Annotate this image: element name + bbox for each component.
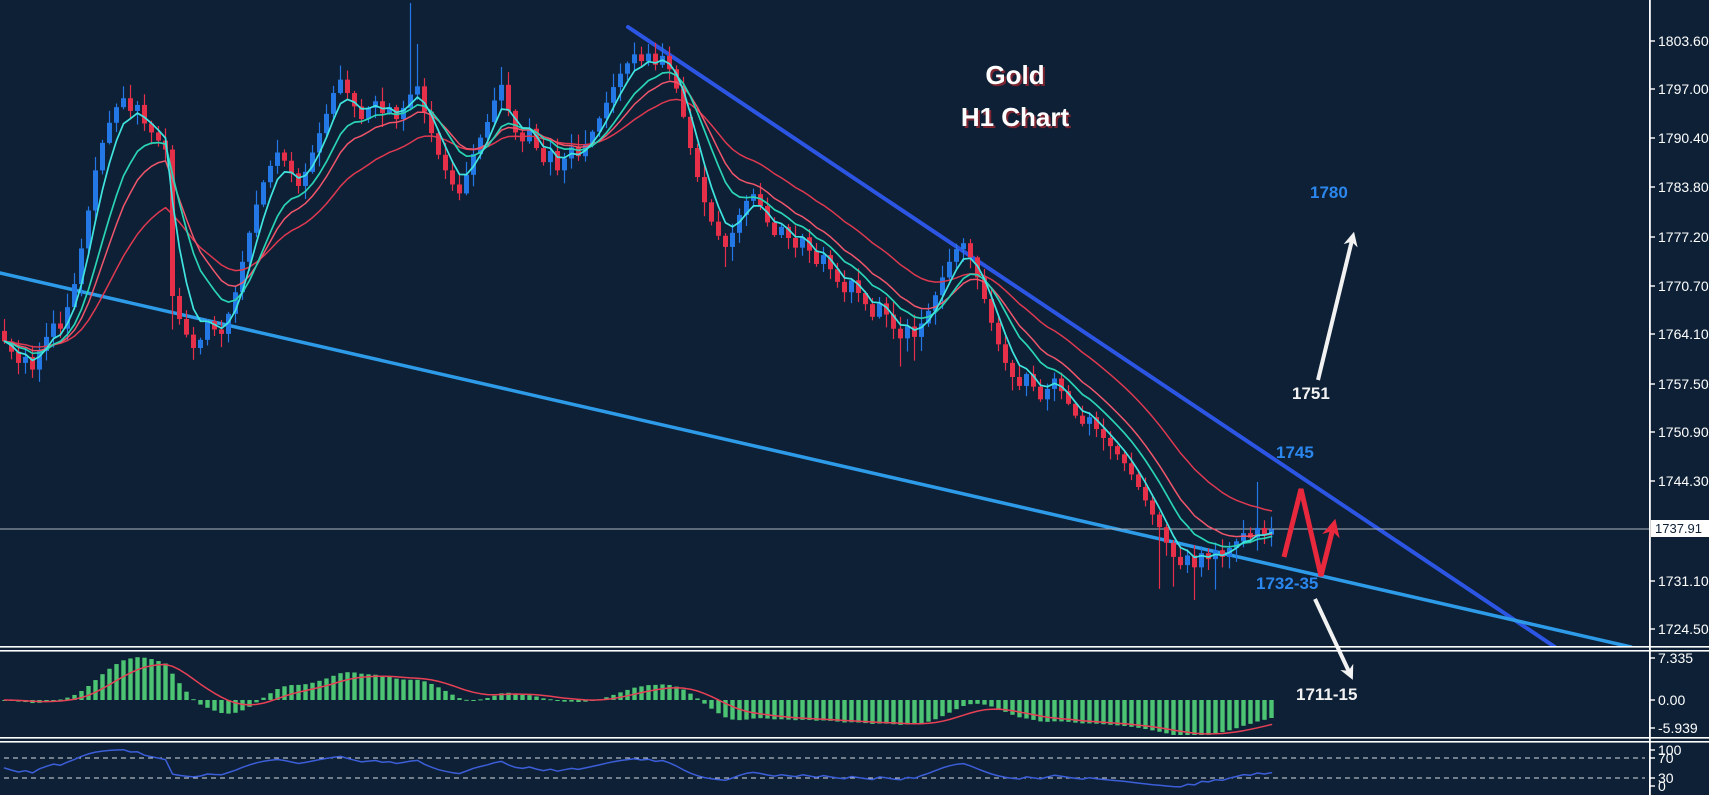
moving-average-13 (3, 80, 1273, 538)
macd-axis-label: -5.939 (1658, 720, 1698, 736)
price-axis-border (1649, 0, 1651, 795)
candlestick-series (2, 3, 1274, 601)
main-macd-separator[interactable] (0, 646, 1709, 648)
main-price-panel[interactable] (0, 3, 1649, 647)
lower-support-trendline[interactable] (0, 271, 1633, 647)
rsi-axis-label: 0 (1658, 778, 1666, 794)
price-axis-label: 1764.10 (1658, 326, 1709, 342)
rsi-axis-label: 70 (1658, 750, 1674, 766)
level-label-1751[interactable]: 1751 (1292, 384, 1330, 403)
price-axis-label: 1783.80 (1658, 179, 1709, 195)
price-axis-label: 1757.50 (1658, 376, 1709, 392)
price-axis-label: 1777.20 (1658, 229, 1709, 245)
level-label-1711-15[interactable]: 1711-15 (1296, 685, 1358, 704)
main-macd-separator-2[interactable] (0, 650, 1709, 652)
macd-axis-label: 7.335 (1658, 650, 1693, 666)
price-axis-label: 1731.10 (1658, 573, 1709, 589)
chart-subtitle: H1 Chart (960, 102, 1070, 132)
moving-average-9 (3, 71, 1273, 548)
red-zigzag-projection[interactable] (1281, 488, 1340, 577)
price-axis-label: 1724.50 (1658, 621, 1709, 637)
price-axis-label: 1803.60 (1658, 33, 1709, 49)
chart-title: Gold (985, 60, 1045, 90)
moving-average-25 (3, 98, 1273, 512)
current-price-tag: 1737.91 (1651, 520, 1709, 537)
level-label-1745[interactable]: 1745 (1276, 443, 1314, 462)
price-axis-label: 1770.70 (1658, 278, 1709, 294)
up-projection-arrow[interactable] (1316, 231, 1358, 381)
macd-axis-label: 0.00 (1658, 692, 1685, 708)
macd-rsi-separator[interactable] (0, 737, 1709, 739)
level-label-1780[interactable]: 1780 (1310, 183, 1348, 202)
macd-panel[interactable] (2, 657, 1274, 735)
price-axis-label: 1790.40 (1658, 130, 1709, 146)
rsi-axis-label: 100 (1658, 742, 1682, 758)
rsi-panel[interactable] (3, 748, 1645, 788)
price-axis-label: 1797.00 (1658, 81, 1709, 97)
macd-rsi-separator-2[interactable] (0, 741, 1709, 743)
level-label-1732-35[interactable]: 1732-35 (1256, 574, 1319, 593)
rsi-axis-label: 30 (1658, 770, 1674, 786)
moving-average-4 (3, 59, 1273, 559)
macd-signal-line (3, 663, 1273, 735)
rsi-line (3, 748, 1273, 788)
price-axis-label: 1744.30 (1658, 473, 1709, 489)
price-axis-label: 1750.90 (1658, 424, 1709, 440)
down-projection-arrow[interactable] (1313, 598, 1354, 680)
upper-resistance-trendline[interactable] (626, 25, 1557, 647)
